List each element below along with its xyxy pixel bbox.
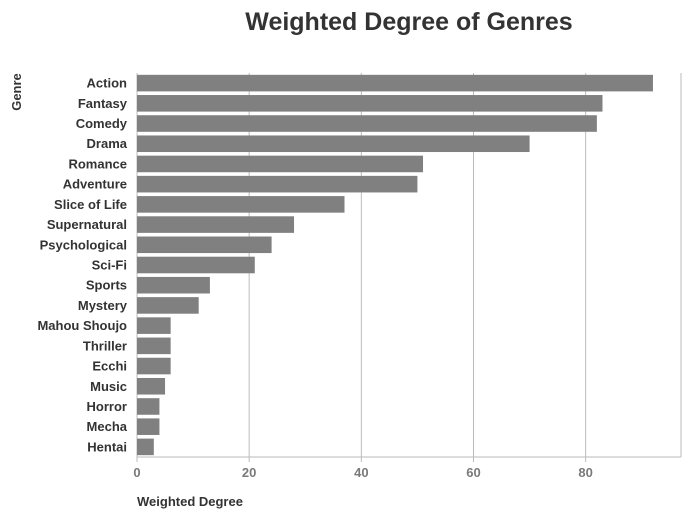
x-tick-label: 20 [242,465,256,480]
bar [137,317,171,334]
x-tick-labels: 0 20 40 60 80 [133,465,593,480]
category-label: Mystery [78,298,128,313]
bar [137,337,171,355]
category-labels: Action Fantasy Comedy Drama Romance Adventure… [37,76,127,455]
category-label: Drama [87,136,128,151]
category-label: Romance [68,156,127,171]
category-label: Sci-Fi [92,258,127,273]
bar [137,175,418,193]
bars [137,74,653,456]
category-label: Thriller [83,338,127,353]
category-label: Slice of Life [54,197,127,212]
y-axis-title: Genre [9,73,24,111]
bar [137,155,424,173]
x-axis [136,456,681,462]
bar [137,135,530,153]
bar [137,256,255,274]
bar [137,418,160,435]
category-label: Supernatural [47,217,127,232]
bar [137,398,160,415]
bar [137,115,597,132]
category-label: Comedy [76,116,128,131]
bar [137,95,603,112]
bar [137,74,653,92]
bar [137,276,210,294]
category-label: Hentai [87,439,127,454]
bar [137,216,295,233]
bar [137,438,154,456]
category-label: Music [90,379,127,394]
bar [137,377,166,395]
category-label: Mahou Shoujo [37,318,127,333]
category-label: Sports [86,278,127,293]
bar [137,196,345,213]
category-label: Adventure [63,177,127,192]
category-label: Ecchi [92,359,127,374]
category-label: Fantasy [78,96,128,111]
chart-title: Weighted Degree of Genres [245,8,572,36]
bar [137,236,272,254]
x-tick-label: 0 [133,465,140,480]
category-label: Psychological [40,237,127,252]
x-axis-title: Weighted Degree [137,494,243,509]
x-tick-label: 80 [578,465,592,480]
bar [137,357,171,375]
bar [137,297,199,314]
x-tick-label: 40 [354,465,368,480]
category-label: Action [87,76,128,91]
category-label: Mecha [87,419,128,434]
x-tick-label: 60 [466,465,480,480]
category-label: Horror [87,399,127,414]
